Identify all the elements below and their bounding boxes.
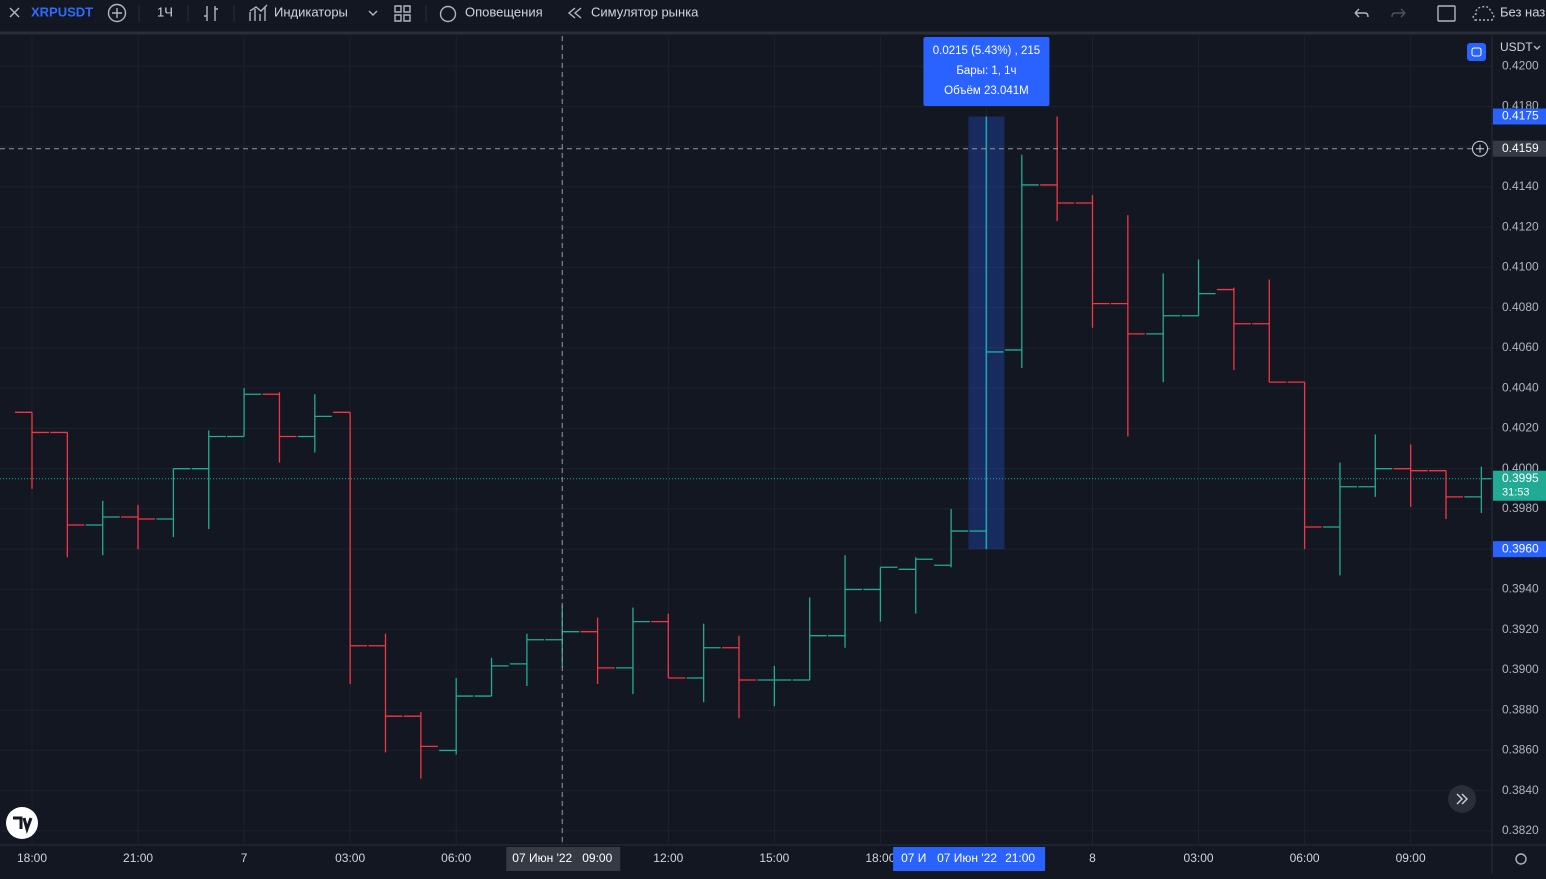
x-tick-label: 18:00 xyxy=(865,851,895,865)
symbol[interactable]: XRPUSDT xyxy=(31,4,93,19)
chart-type-icon[interactable] xyxy=(204,6,218,21)
measure-tooltip xyxy=(923,37,1050,106)
countdown: 31:53 xyxy=(1502,487,1530,499)
measure-volume: Объём 23.041M xyxy=(944,85,1029,97)
crosshair-time: 09:00 xyxy=(582,851,612,865)
x-tick-label: 15:00 xyxy=(759,851,789,865)
measure-range-start: 07 И xyxy=(901,851,926,865)
alerts[interactable]: Оповещения xyxy=(465,4,543,19)
last-price-bg xyxy=(1493,470,1546,501)
y-tick-label: 0.3900 xyxy=(1502,662,1539,676)
x-tick-label: 21:00 xyxy=(123,851,153,865)
x-tick-label: 06:00 xyxy=(441,851,471,865)
y-tick-label: 0.4200 xyxy=(1502,58,1539,72)
y-tick-label: 0.3880 xyxy=(1502,702,1539,716)
crosshair-price-label: 0.4159 xyxy=(1502,141,1539,155)
currency-dropdown[interactable] xyxy=(1533,45,1541,50)
measure-high-label-bg xyxy=(1493,108,1546,125)
x-tick-label: 03:00 xyxy=(335,851,365,865)
y-tick-label: 0.4080 xyxy=(1502,300,1539,314)
y-tick-label: 0.3940 xyxy=(1502,582,1539,596)
auto-scale[interactable] xyxy=(1467,43,1486,61)
measure-range-time: 21:00 xyxy=(1005,851,1035,865)
interval[interactable]: 1Ч xyxy=(157,4,173,19)
crosshair-time-bg xyxy=(506,847,621,871)
templates-icon[interactable] xyxy=(394,5,411,22)
measure-low-label-bg xyxy=(1493,541,1546,558)
grid xyxy=(0,36,1492,845)
y-tick-label: 0.4100 xyxy=(1502,260,1539,274)
currency[interactable]: USDT xyxy=(1500,40,1533,54)
layout-name[interactable]: Без наз xyxy=(1500,4,1545,19)
add-symbol[interactable] xyxy=(107,3,127,23)
toolbar-bg xyxy=(0,0,1546,32)
x-tick-label: 12:00 xyxy=(653,851,683,865)
y-tick-label: 0.3860 xyxy=(1502,743,1539,757)
indicators-icon[interactable] xyxy=(249,4,268,21)
x-tick-label: 18:00 xyxy=(17,851,47,865)
crosshair-date: 07 Июн '22 xyxy=(512,851,572,865)
y-tick-label: 0.4140 xyxy=(1502,179,1539,193)
x-tick-label: 03:00 xyxy=(1184,851,1214,865)
redo[interactable] xyxy=(1391,8,1406,18)
measure-bars: Бары: 1, 1ч xyxy=(956,65,1016,77)
indicators[interactable]: Индикаторы xyxy=(274,4,348,19)
x-tick-label: 09:00 xyxy=(1396,851,1426,865)
x-tick-label: 8 xyxy=(1089,851,1096,865)
y-tick-label: 0.4060 xyxy=(1502,340,1539,354)
logo-mark xyxy=(13,816,33,834)
x-tick-label: 7 xyxy=(241,851,248,865)
fullscreen[interactable] xyxy=(1437,5,1456,22)
y-tick-label: 0.4040 xyxy=(1502,380,1539,394)
measure-time-bg xyxy=(893,847,1046,871)
y-tick-label: 0.4120 xyxy=(1502,219,1539,233)
undo[interactable] xyxy=(1354,8,1369,18)
auto-scale-icon xyxy=(1471,47,1482,57)
last-price-label: 0.3995 xyxy=(1502,471,1539,485)
toolbar: XRPUSDT 1Ч Индикаторы Оповещения Симулят… xyxy=(0,0,1546,35)
measure-low-label: 0.3960 xyxy=(1502,541,1539,555)
crosshair-plus-icon xyxy=(1476,144,1484,153)
y-tick-label: 0.3820 xyxy=(1502,823,1539,837)
y-tick-label: 0.3840 xyxy=(1502,783,1539,797)
settings[interactable] xyxy=(1515,853,1527,865)
y-tick-label: 0.4020 xyxy=(1502,421,1539,435)
y-tick-label: 0.3920 xyxy=(1502,622,1539,636)
dropdown[interactable] xyxy=(368,10,378,16)
crosshair-price-label-bg xyxy=(1493,140,1546,157)
measure-high-label: 0.4175 xyxy=(1502,109,1539,123)
x-tick-label: 06:00 xyxy=(1290,851,1320,865)
measure-range-date: 07 Июн '22 xyxy=(937,851,997,865)
plot xyxy=(0,116,1492,779)
replay-icon[interactable] xyxy=(567,7,582,19)
replay[interactable]: Симулятор рынка xyxy=(591,4,699,19)
close-icon[interactable] xyxy=(9,7,20,18)
alerts-icon[interactable] xyxy=(439,5,457,23)
y-tick-label: 0.3980 xyxy=(1502,501,1539,515)
measure-change: 0.0215 (5.43%) , 215 xyxy=(933,45,1040,57)
scroll-icon xyxy=(1456,793,1468,805)
add-symbol-plus xyxy=(112,8,122,18)
